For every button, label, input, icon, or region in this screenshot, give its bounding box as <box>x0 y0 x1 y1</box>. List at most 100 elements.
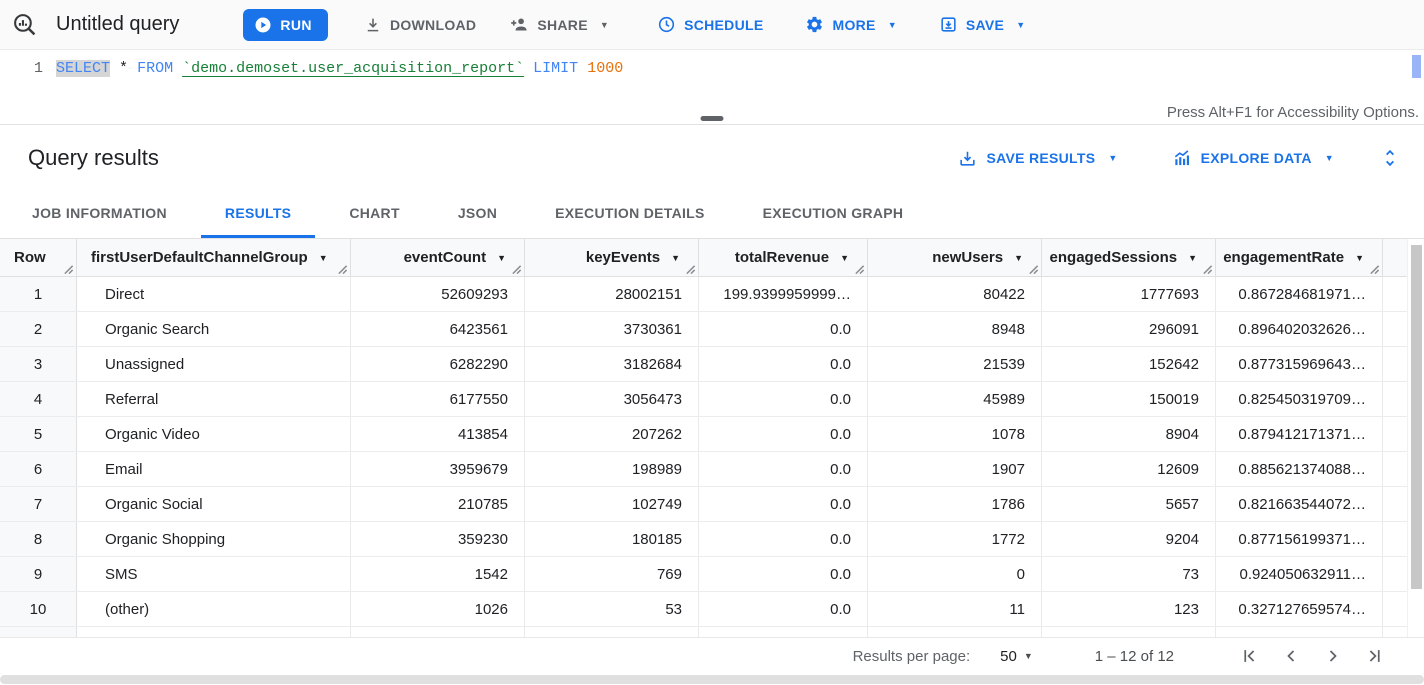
column-resize-handle[interactable] <box>1202 264 1213 275</box>
column-header-newUsers[interactable]: newUsers ▼ <box>868 239 1042 276</box>
cell-firstUserDefaultChannelGroup: SMS <box>77 557 351 591</box>
column-header-eventCount[interactable]: eventCount ▼ <box>351 239 525 276</box>
pagination-range: 1 – 12 of 12 <box>1094 647 1174 665</box>
previous-page-button[interactable] <box>1278 643 1304 669</box>
column-label: engagementRate <box>1223 249 1345 266</box>
cell-newUsers: 1907 <box>868 452 1042 486</box>
save-button[interactable]: SAVE ▼ <box>935 9 1030 40</box>
cell-keyEvents: 3730361 <box>525 312 699 346</box>
column-menu-caret-icon[interactable]: ▼ <box>1014 252 1023 263</box>
results-per-page-select[interactable]: 50 ▼ <box>1000 648 1033 665</box>
sql-code-line[interactable]: SELECT * FROM `demo.demoset.user_acquisi… <box>56 50 623 103</box>
share-button[interactable]: SHARE ▼ <box>506 9 613 40</box>
tab-json[interactable]: JSON <box>457 205 498 221</box>
table-body: 1 Direct 52609293 28002151 199.9399959999… 80… <box>0 277 1424 637</box>
table-row: 11Paid Social3371340.0391.0 <box>0 627 1424 637</box>
cell-engagedSessions: 12609 <box>1042 452 1216 486</box>
pagination-footer: Results per page: 50 ▼ 1 – 12 of 12 <box>0 637 1424 674</box>
column-label: totalRevenue <box>734 249 830 266</box>
column-resize-handle[interactable] <box>685 264 696 275</box>
cell-engagedSessions: 296091 <box>1042 312 1216 346</box>
cell-newUsers: 1786 <box>868 487 1042 521</box>
column-header-keyEvents[interactable]: keyEvents ▼ <box>525 239 699 276</box>
column-menu-caret-icon[interactable]: ▼ <box>671 252 680 263</box>
column-header-engagementRate[interactable]: engagementRate ▼ <box>1216 239 1383 276</box>
cell-engagedSessions: 73 <box>1042 557 1216 591</box>
cell-keyEvents: 3182684 <box>525 347 699 381</box>
last-page-button[interactable] <box>1362 643 1388 669</box>
explore-data-label: EXPLORE DATA <box>1200 150 1312 166</box>
query-icon <box>14 14 36 36</box>
cell-keyEvents: 207262 <box>525 417 699 451</box>
explore-data-button[interactable]: EXPLORE DATA ▼ <box>1168 142 1338 174</box>
cell-totalRevenue: 0.0 <box>699 592 868 626</box>
cell-eventCount: 337 <box>351 627 525 637</box>
table-row: 2 Organic Search 6423561 3730361 0.0 8948 2960… <box>0 312 1424 347</box>
save-results-button[interactable]: SAVE RESULTS ▼ <box>954 143 1121 174</box>
tab-execution-graph[interactable]: EXECUTION GRAPH <box>762 205 904 221</box>
vertical-scrollbar-thumb[interactable] <box>1410 245 1422 589</box>
cell-firstUserDefaultChannelGroup: Paid Social <box>77 627 351 637</box>
tab-execution-details[interactable]: EXECUTION DETAILS <box>555 205 705 221</box>
column-header-totalRevenue[interactable]: totalRevenue ▼ <box>699 239 868 276</box>
cell-engagementRate: 0.896402032626… <box>1216 312 1383 346</box>
column-header-firstUserDefaultChannelGroup[interactable]: firstUserDefaultChannelGroup ▼ <box>77 239 351 276</box>
cell-engagementRate: 0.327127659574… <box>1216 592 1383 626</box>
row-number: 9 <box>0 557 77 591</box>
cell-newUsers: 80422 <box>868 277 1042 311</box>
tab-chart[interactable]: CHART <box>349 205 400 221</box>
first-page-button[interactable] <box>1236 643 1262 669</box>
table-row: 3 Unassigned 6282290 3182684 0.0 21539 152642 0… <box>0 347 1424 382</box>
cell-keyEvents: 134 <box>525 627 699 637</box>
tab-results[interactable]: RESULTS <box>200 191 316 238</box>
cell-totalRevenue: 0.0 <box>699 312 868 346</box>
more-label: MORE <box>832 16 876 33</box>
cell-totalRevenue: 0.0 <box>699 417 868 451</box>
cell-engagedSessions: 8904 <box>1042 417 1216 451</box>
editor-scrollbar-thumb[interactable] <box>1412 55 1421 78</box>
cell-totalRevenue: 0.0 <box>699 487 868 521</box>
cell-eventCount: 1542 <box>351 557 525 591</box>
more-button[interactable]: MORE ▼ <box>801 9 900 40</box>
chevron-right-icon <box>1329 650 1337 662</box>
sql-token <box>110 60 119 77</box>
column-resize-handle[interactable] <box>511 264 522 275</box>
cell-eventCount: 52609293 <box>351 277 525 311</box>
column-menu-caret-icon[interactable]: ▼ <box>497 252 506 263</box>
sql-token: 1000 <box>587 60 624 77</box>
cell-newUsers: 45989 <box>868 382 1042 416</box>
next-page-button[interactable] <box>1320 643 1346 669</box>
sql-editor[interactable]: 1 SELECT * FROM `demo.demoset.user_acqui… <box>0 50 1424 103</box>
expand-results-button[interactable] <box>1380 148 1400 168</box>
save-results-icon <box>960 151 976 166</box>
column-resize-handle[interactable] <box>63 264 74 275</box>
column-resize-handle[interactable] <box>854 264 865 275</box>
query-title[interactable]: Untitled query <box>56 13 180 35</box>
column-resize-handle[interactable] <box>1369 264 1380 275</box>
line-number: 1 <box>33 60 43 77</box>
table-row: 5 Organic Video 413854 207262 0.0 1078 8904 0.8… <box>0 417 1424 452</box>
query-editor-toolbar: Untitled query RUN DOWNLOAD SHARE ▼ SCHE… <box>0 0 1424 50</box>
sql-token: * <box>119 60 129 77</box>
run-button[interactable]: RUN <box>243 8 328 41</box>
cell-keyEvents: 180185 <box>525 522 699 556</box>
column-menu-caret-icon[interactable]: ▼ <box>840 252 849 263</box>
download-icon <box>367 18 379 31</box>
download-button[interactable]: DOWNLOAD <box>360 10 480 40</box>
schedule-button[interactable]: SCHEDULE <box>653 9 767 40</box>
pane-resize-handle[interactable] <box>700 116 724 121</box>
horizontal-scrollbar-thumb[interactable] <box>0 675 1424 684</box>
column-menu-caret-icon[interactable]: ▼ <box>1188 252 1197 263</box>
column-resize-handle[interactable] <box>337 264 348 275</box>
column-header-engagedSessions[interactable]: engagedSessions ▼ <box>1042 239 1216 276</box>
column-resize-handle[interactable] <box>1028 264 1039 275</box>
column-menu-caret-icon[interactable]: ▼ <box>318 252 328 263</box>
column-menu-caret-icon[interactable]: ▼ <box>1355 252 1364 263</box>
explore-data-chart-icon <box>1174 150 1189 166</box>
tab-job-information[interactable]: JOB INFORMATION <box>32 205 167 221</box>
table-vertical-scrollbar[interactable] <box>1407 239 1424 637</box>
cell-engagementRate: 0.877315969643… <box>1216 347 1383 381</box>
table-horizontal-scrollbar[interactable] <box>0 674 1424 685</box>
chevron-down-icon: ▼ <box>1016 19 1026 30</box>
column-label: newUsers <box>932 249 1004 266</box>
